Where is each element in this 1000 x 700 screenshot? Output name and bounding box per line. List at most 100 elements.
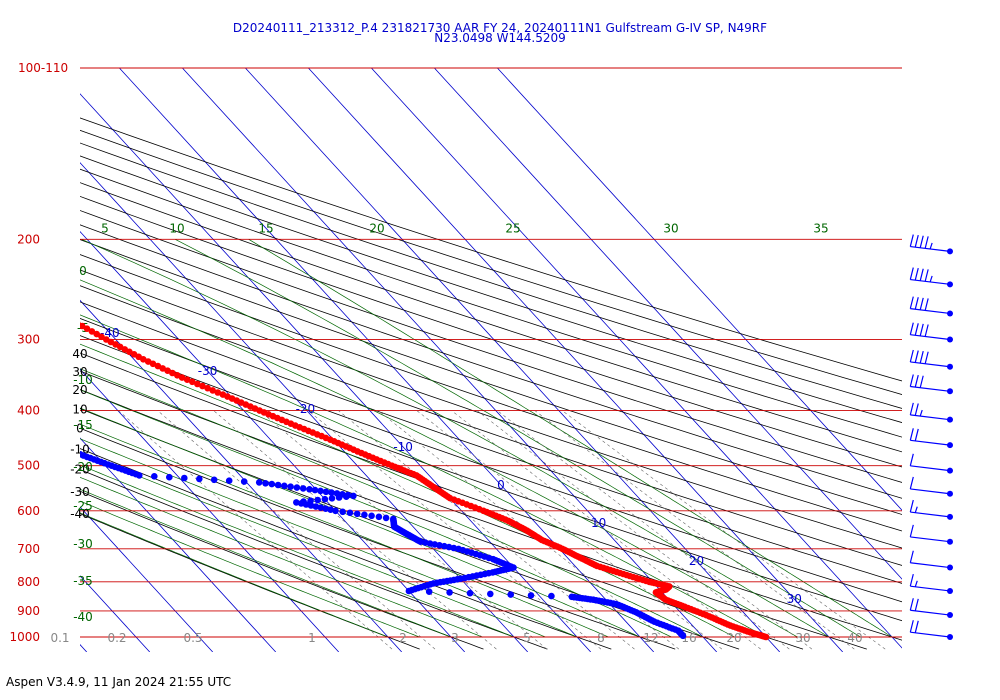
moist-adiabat-line [80,500,420,638]
wind-barb-feather [919,375,924,388]
dewpoint-point [136,472,143,479]
wind-barb-staff [910,414,951,421]
dry-adiabat-line [80,155,902,424]
pressure-label: 200 [17,232,40,246]
wind-barb [909,499,953,520]
wind-barb-feather [909,402,914,416]
dewpoint-point [679,632,687,640]
isotherm-label: 10 [591,516,606,530]
wind-barb [909,374,953,395]
dewpoint-point [405,587,413,595]
wind-barb-staff [910,631,951,638]
wind-barb-feather [914,323,919,336]
wind-barb-feather [919,351,924,364]
mixing-ratio-line [378,410,680,650]
temperature-point [3,273,10,280]
dewpoint-point [44,438,51,445]
dewpoint-point [311,486,319,494]
dewpoint-point [487,590,494,598]
dewpoint-point [40,436,47,443]
moist-left-label: -20 [73,460,93,474]
dewpoint-point [287,483,294,491]
pressure-label: 500 [17,459,40,473]
wind-barb [909,234,953,255]
wind-barb [909,267,953,288]
wind-barb-staff [910,361,951,368]
moist-left-label: 0 [79,264,87,278]
pressure-label: 800 [17,575,40,589]
dewpoint-point [33,434,40,441]
wind-barb-half-feather [914,580,918,587]
dry-adiabat-line [80,142,902,409]
isotherm-label: 30 [787,592,802,606]
wind-barb-feather [909,499,914,513]
wind-barb-staff [910,511,951,518]
temperature-point [12,278,19,285]
temperature-point [33,291,40,298]
wind-barb [909,620,953,640]
dewpoint-point [0,419,6,426]
dewpoint-point [306,486,313,493]
isotherm-label: -10 [393,440,413,454]
dewpoint-point [51,440,58,447]
dewpoint-point [61,444,68,451]
dewpoint-point [58,443,65,450]
isotherm-line [371,68,902,649]
dewpoint-point [0,416,3,423]
isotherm-line [245,68,781,652]
temperature-point [21,283,28,290]
dewpoint-point [548,592,555,600]
dewpoint-point [425,588,433,595]
temperature-point [140,356,147,363]
wind-barb-feather [924,298,929,311]
dry-adiabat-line [80,335,902,622]
chart-title-line2: N23.0498 W144.5209 [434,31,566,45]
isotherm-label: 20 [689,554,704,568]
moist-top-label: 35 [813,221,828,235]
wind-barb-feather [914,374,919,388]
wind-barb [909,550,953,571]
temperature-point [57,309,64,316]
axis-labels: 100-110200300400500600700800900100040302… [9,61,862,645]
wind-barb-feather [909,428,914,441]
theta-left-label: 40 [72,347,87,361]
temperature-point [45,300,52,307]
dry-adiabat-line [80,301,902,584]
dewpoint-point [281,482,288,490]
dewpoint-point [3,421,10,428]
moist-left-label: -25 [73,499,93,513]
moist-left-label: -35 [73,574,93,588]
dewpoint-point [527,592,535,599]
isotherm-line [0,68,24,652]
theta-left-label: 10 [72,402,87,416]
wind-barb-staff [910,585,951,592]
moist-adiabat-line [248,238,893,638]
wind-barb-feather [909,234,914,247]
dry-adiabat-line [80,370,867,650]
dewpoint-point [382,514,390,522]
dewpoint-point [0,415,2,422]
dewpoint-point [225,477,233,485]
moist-adiabat-line [175,238,861,638]
temperature-point [762,633,770,641]
temperature-point [49,303,56,310]
dewpoint-point [293,499,300,506]
dewpoint-point [466,589,474,597]
dewpoint-point [274,481,282,489]
dewpoint-point [255,479,263,486]
isotherm-line [497,68,902,511]
wind-barb-feather [914,428,919,442]
temperature-point [178,374,186,381]
wind-barb-feather [909,620,914,633]
wind-barb-feather [909,476,914,490]
theta-left-label: -30 [70,485,90,499]
isotherm-line [80,506,214,652]
dewpoint-point [210,476,218,484]
mixing-ratio-line [562,410,886,650]
dewpoint-point [23,429,30,436]
wind-barb-feather [914,620,919,633]
pressure-label: 400 [17,404,40,418]
wind-barb-staff [910,385,951,392]
dewpoint-point [240,478,248,485]
dewpoint-point [332,507,339,515]
